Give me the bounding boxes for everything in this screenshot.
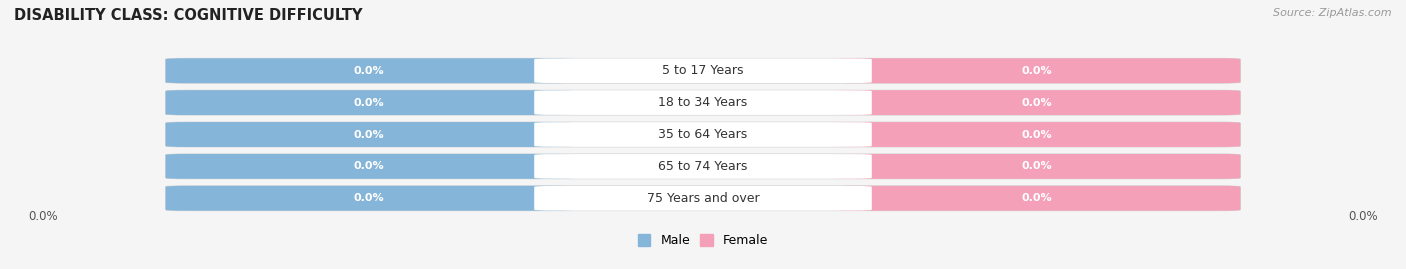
Text: Source: ZipAtlas.com: Source: ZipAtlas.com (1274, 8, 1392, 18)
FancyBboxPatch shape (534, 122, 872, 147)
Text: 0.0%: 0.0% (1022, 98, 1053, 108)
FancyBboxPatch shape (834, 122, 1240, 147)
FancyBboxPatch shape (834, 90, 1240, 115)
FancyBboxPatch shape (166, 154, 572, 179)
FancyBboxPatch shape (166, 186, 572, 211)
Text: 5 to 17 Years: 5 to 17 Years (662, 64, 744, 77)
Text: 0.0%: 0.0% (353, 161, 384, 171)
FancyBboxPatch shape (166, 186, 1240, 211)
Text: 0.0%: 0.0% (1022, 129, 1053, 140)
FancyBboxPatch shape (834, 58, 1240, 83)
FancyBboxPatch shape (834, 186, 1240, 211)
Text: 0.0%: 0.0% (1022, 66, 1053, 76)
FancyBboxPatch shape (534, 186, 872, 211)
Text: DISABILITY CLASS: COGNITIVE DIFFICULTY: DISABILITY CLASS: COGNITIVE DIFFICULTY (14, 8, 363, 23)
FancyBboxPatch shape (166, 154, 1240, 179)
Text: 0.0%: 0.0% (1348, 210, 1378, 223)
Text: 0.0%: 0.0% (28, 210, 58, 223)
Text: 0.0%: 0.0% (353, 98, 384, 108)
Text: 0.0%: 0.0% (353, 129, 384, 140)
Text: 75 Years and over: 75 Years and over (647, 192, 759, 205)
Text: 0.0%: 0.0% (1022, 161, 1053, 171)
Text: 35 to 64 Years: 35 to 64 Years (658, 128, 748, 141)
FancyBboxPatch shape (534, 90, 872, 115)
FancyBboxPatch shape (534, 154, 872, 179)
Text: 65 to 74 Years: 65 to 74 Years (658, 160, 748, 173)
Text: 0.0%: 0.0% (353, 193, 384, 203)
Legend: Male, Female: Male, Female (633, 229, 773, 252)
FancyBboxPatch shape (166, 90, 1240, 115)
FancyBboxPatch shape (166, 58, 1240, 83)
Text: 18 to 34 Years: 18 to 34 Years (658, 96, 748, 109)
Text: 0.0%: 0.0% (1022, 193, 1053, 203)
FancyBboxPatch shape (166, 58, 572, 83)
FancyBboxPatch shape (834, 154, 1240, 179)
FancyBboxPatch shape (166, 122, 1240, 147)
Text: 0.0%: 0.0% (353, 66, 384, 76)
FancyBboxPatch shape (534, 58, 872, 83)
FancyBboxPatch shape (166, 90, 572, 115)
FancyBboxPatch shape (166, 122, 572, 147)
